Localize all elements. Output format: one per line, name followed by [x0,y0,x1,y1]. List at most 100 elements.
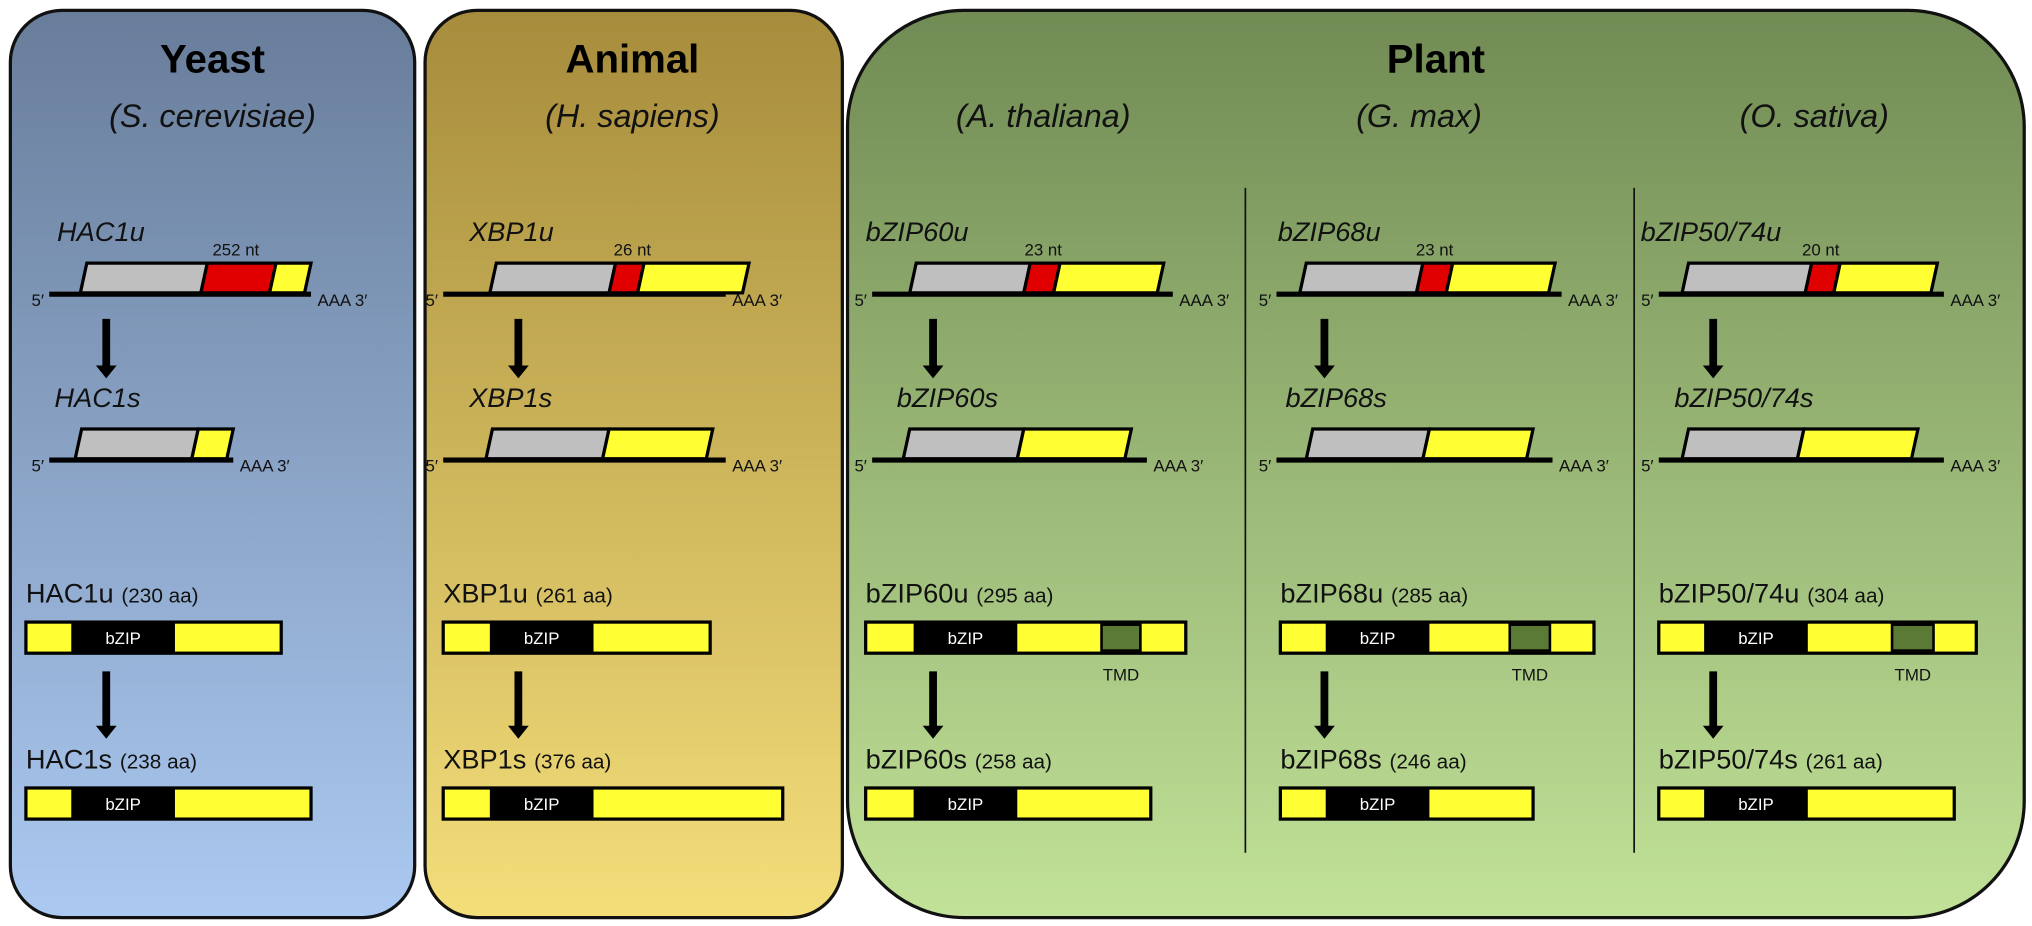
animal-panel [423,8,844,920]
intron-segment [198,261,279,295]
three-prime-label: AAA 3′ [1179,291,1229,310]
tmd-label: TMD [1103,665,1139,684]
protein-length: (295 aa) [976,585,1053,608]
species-column: (A. thaliana) bZIP60u 23 nt 5′ AAA 3′ bZIP60s… [854,98,1229,821]
unspliced-protein: bZIP [441,620,712,655]
five-prime-label: 5′ [854,457,867,476]
arrow-down-icon [1702,671,1724,739]
exon-3-segment [1420,427,1536,461]
bzip-domain [1704,622,1808,654]
species-column: (O. sativa) bZIP50/74u 20 nt 5′ AAA 3′ bZIP50… [1641,98,2000,821]
arrow-down-icon [95,671,117,739]
unspliced-mrna-label: XBP1u [468,216,554,247]
three-prime-label: AAA 3′ [240,457,290,476]
bzip-domain-label: bZIP [948,795,984,814]
bzip-domain [71,622,175,654]
unspliced-protein: bZIP TMD [1278,620,1596,684]
plant-panel [845,8,2026,920]
protein-length: (246 aa) [1389,751,1466,774]
unspliced-protein-label: HAC1u (230 aa) [26,578,199,609]
spliced-mrna-label: XBP1s [468,382,553,413]
unspliced-protein: bZIP [24,620,283,655]
bzip-domain [489,622,594,654]
intron-length: 252 nt [212,240,259,259]
five-prime-label: 5′ [32,457,45,476]
exon-5-segment [901,427,1026,461]
exon-5-segment [1680,427,1806,461]
bzip-domain [71,787,175,820]
spliced-protein: bZIP [1657,786,1956,821]
exon-5-segment [907,261,1033,295]
panel-title-animal: Animal [565,37,699,82]
unspliced-mrna: 26 nt 5′ AAA 3′ [426,240,783,310]
spliced-mrna: 5′ AAA 3′ [854,427,1203,476]
protein-length: (258 aa) [975,751,1052,774]
intron-length: 26 nt [614,240,652,259]
species-name: (H. sapiens) [545,98,720,134]
exon-3-segment [189,427,236,461]
spliced-mrna-label: bZIP68s [1286,382,1388,413]
bzip-domain [1704,787,1808,820]
protein-length: (261 aa) [536,585,613,608]
protein-length: (261 aa) [1806,751,1883,774]
unspliced-mrna-label: bZIP68u [1278,216,1381,247]
arrow-down-icon [95,318,117,379]
three-prime-label: AAA 3′ [1950,291,2000,310]
exon-3-segment [267,261,314,295]
bzip-domain-label: bZIP [105,629,141,648]
five-prime-label: 5′ [1641,457,1654,476]
protein-name: bZIP68u [1280,578,1383,609]
spliced-protein-label: bZIP50/74s (261 aa) [1659,744,1883,775]
spliced-protein-label: XBP1s (376 aa) [443,744,611,775]
protein-name: HAC1u [26,578,114,609]
unspliced-protein-label: bZIP50/74u (304 aa) [1659,578,1885,609]
exon-3-segment [635,261,752,295]
unspliced-protein: bZIP TMD [864,620,1188,684]
protein-length: (230 aa) [121,585,198,608]
protein-name: bZIP50/74u [1659,578,1800,609]
unspliced-mrna: 23 nt 5′ AAA 3′ [854,240,1229,310]
protein-length: (304 aa) [1807,585,1884,608]
five-prime-label: 5′ [426,457,439,476]
bzip-domain-label: bZIP [1738,795,1774,814]
bzip-domain-label: bZIP [1360,629,1396,648]
exon-3-segment [1795,427,1920,461]
bzip-domain-label: bZIP [1738,629,1774,648]
exon-5-segment [487,261,618,295]
protein-name: XBP1s [443,744,526,775]
exon-3-segment [1444,261,1558,295]
bzip-domain [913,622,1018,654]
panel-title-plant: Plant [1387,37,1485,82]
unspliced-mrna-label: bZIP60u [866,216,969,247]
tmd-label: TMD [1895,665,1931,684]
intron-length: 23 nt [1024,240,1062,259]
spliced-mrna: 5′ AAA 3′ [1259,427,1609,476]
five-prime-label: 5′ [1641,291,1654,310]
panel-title-yeast: Yeast [160,37,265,82]
species-column: (H. sapiens) XBP1u 26 nt 5′ AAA 3′ XBP1s 5′ AAA… [426,98,785,821]
bzip-domain [489,787,594,820]
spliced-mrna: 5′ AAA 3′ [426,427,782,476]
tmd-label: TMD [1512,665,1548,684]
three-prime-label: AAA 3′ [732,457,782,476]
spliced-protein-label: bZIP60s (258 aa) [866,744,1052,775]
exon-5-segment [1297,261,1425,295]
arrow-down-icon [1702,318,1724,379]
species-name: (S. cerevisiae) [109,98,316,134]
exon-5-segment [78,261,210,295]
protein-length: (285 aa) [1391,585,1468,608]
unspliced-protein-label: bZIP60u (295 aa) [866,578,1054,609]
arrow-down-icon [1314,671,1335,739]
tmd-domain [1100,623,1142,652]
unspliced-protein-label: bZIP68u (285 aa) [1280,578,1468,609]
unspliced-mrna-label: bZIP50/74u [1641,216,1782,247]
tmd-domain [1890,623,1935,652]
yeast-panel [8,8,417,920]
three-prime-label: AAA 3′ [1568,291,1618,310]
five-prime-label: 5′ [854,291,867,310]
bzip-domain [1325,622,1430,654]
species-column: (G. max) bZIP68u 23 nt 5′ AAA 3′ bZIP68s 5′ AAA… [1259,98,1618,821]
protein-name: XBP1u [443,578,528,609]
tmd-domain [1508,623,1552,652]
exon-3-segment [1015,427,1134,461]
